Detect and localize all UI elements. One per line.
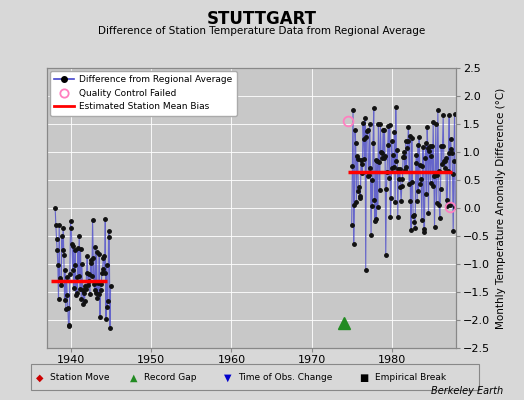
Legend: Difference from Regional Average, Quality Control Failed, Estimated Station Mean: Difference from Regional Average, Qualit… <box>50 71 236 116</box>
Text: STUTTGART: STUTTGART <box>207 10 317 28</box>
Text: Station Move: Station Move <box>50 374 110 382</box>
Text: Difference of Station Temperature Data from Regional Average: Difference of Station Temperature Data f… <box>99 26 425 36</box>
Text: ◆: ◆ <box>36 373 43 383</box>
Text: Record Gap: Record Gap <box>144 374 196 382</box>
Text: ▲: ▲ <box>130 373 137 383</box>
Text: ▼: ▼ <box>224 373 232 383</box>
Text: Empirical Break: Empirical Break <box>375 374 446 382</box>
Text: ■: ■ <box>359 373 369 383</box>
Y-axis label: Monthly Temperature Anomaly Difference (°C): Monthly Temperature Anomaly Difference (… <box>496 87 506 329</box>
Text: Time of Obs. Change: Time of Obs. Change <box>238 374 333 382</box>
Text: Berkeley Earth: Berkeley Earth <box>431 386 503 396</box>
